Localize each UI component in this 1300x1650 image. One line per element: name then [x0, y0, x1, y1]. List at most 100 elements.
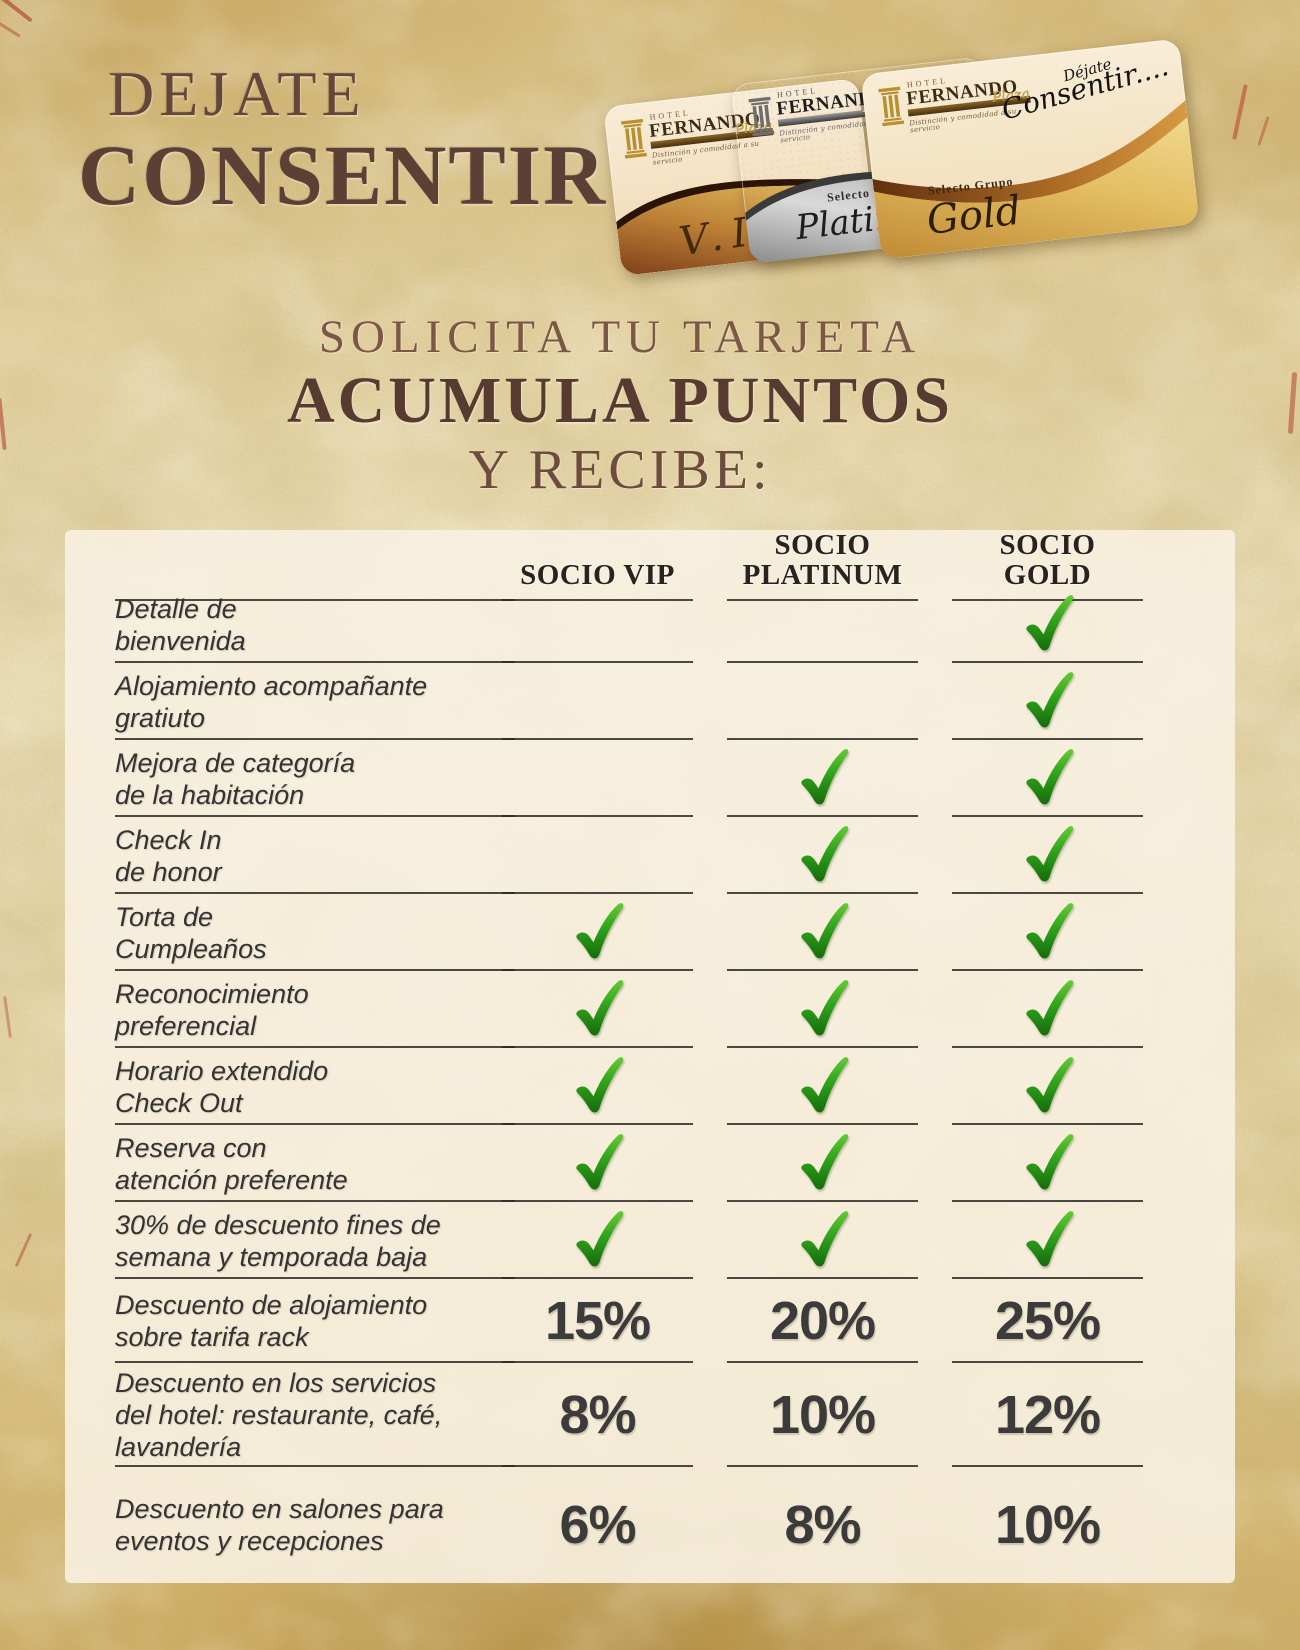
tier-cell-platinum — [710, 663, 935, 740]
benefit-label: Alojamiento acompañante gratiuto — [115, 663, 515, 740]
benefit-label-line: atención preferente — [115, 1164, 348, 1195]
benefit-label-line: Check In — [115, 824, 222, 855]
benefit-label: Descuento de alojamiento sobre tarifa rac… — [115, 1279, 515, 1363]
row-left-pad — [65, 1467, 115, 1583]
percentage-value: 20% — [769, 1291, 876, 1351]
check-icon — [1025, 749, 1073, 805]
check-icon — [1025, 826, 1073, 882]
red-scratch — [1232, 84, 1248, 140]
check-icon — [575, 1057, 623, 1113]
check-icon — [1025, 672, 1073, 728]
benefit-label-line: Descuento en salones para — [115, 1494, 444, 1524]
row-left-pad — [65, 1048, 115, 1125]
check-icon — [800, 1211, 848, 1267]
percentage-value: 8% — [559, 1385, 636, 1445]
check-icon — [575, 903, 623, 959]
tier-cell-platinum — [710, 817, 935, 894]
percentage-value: 10% — [994, 1495, 1101, 1555]
benefit-label-line: Horario extendido — [115, 1055, 329, 1086]
benefits-table-body: Detalle de bienvenida Alojamiento acompañ… — [65, 586, 1235, 1583]
benefit-label-line: gratiuto — [115, 702, 206, 733]
row-left-pad — [65, 1202, 115, 1279]
tier-cell-gold — [935, 1125, 1160, 1202]
red-scratch — [1257, 116, 1270, 146]
table-row: Torta de Cumpleaños — [65, 894, 1235, 971]
benefit-label-line: Reserva con — [115, 1132, 267, 1163]
tier-cell-platinum: 20% — [710, 1279, 935, 1363]
tier-cell-vip: 8% — [485, 1363, 710, 1467]
table-row: Mejora de categoría de la habitación — [65, 740, 1235, 817]
title-line-1: DEJATE — [108, 58, 366, 129]
hotel-column-icon — [620, 118, 648, 159]
check-icon — [575, 980, 623, 1036]
benefits-panel: SOCIO VIP SOCIO PLATINUM SOCIO GOLD Deta… — [65, 530, 1235, 1583]
red-scratch — [3, 995, 12, 1039]
check-icon — [800, 1134, 848, 1190]
tier-cell-vip: 6% — [485, 1467, 710, 1583]
tier-cell-gold: 12% — [935, 1363, 1160, 1467]
percentage-value: 12% — [994, 1385, 1101, 1445]
benefit-label: Reconocimiento preferencial — [115, 971, 515, 1048]
benefit-label-line: Descuento en los servicios — [115, 1368, 437, 1398]
table-row: Reserva con atención preferente — [65, 1125, 1235, 1202]
check-icon — [1025, 1211, 1073, 1267]
main-title: DEJATE CONSENTIR — [78, 58, 608, 223]
tier-cell-platinum — [710, 586, 935, 663]
check-icon — [575, 1211, 623, 1267]
benefit-label-line: de honor — [115, 856, 222, 887]
hotel-column-icon — [878, 86, 905, 127]
subtitle-block: SOLICITA TU TARJETA ACUMULA PUNTOS Y REC… — [0, 314, 1270, 501]
tier-cell-vip — [485, 740, 710, 817]
check-icon — [1025, 903, 1073, 959]
percentage-value: 15% — [544, 1291, 651, 1351]
row-left-pad — [65, 1279, 115, 1363]
benefit-label-line: semana y temporada baja — [115, 1241, 428, 1272]
tier-cell-vip: 15% — [485, 1279, 710, 1363]
tier-cell-vip — [485, 1048, 710, 1125]
check-icon — [575, 1134, 623, 1190]
benefit-label-line: Torta de — [115, 901, 214, 932]
percentage-value: 6% — [559, 1495, 636, 1555]
gold-card: HOTEL FERNANDO Plaza Distinción y comodi… — [860, 38, 1200, 260]
red-scratch — [14, 1232, 33, 1268]
tier-cell-platinum: 10% — [710, 1363, 935, 1467]
benefit-label-line: Mejora de categoría — [115, 747, 356, 778]
benefit-label: 30% de descuento fines de semana y tempor… — [115, 1202, 515, 1279]
benefit-label-line: Cumpleaños — [115, 933, 267, 964]
table-row: Descuento en los servicios del hotel: res… — [65, 1363, 1235, 1467]
check-icon — [1025, 980, 1073, 1036]
tier-cell-vip — [485, 663, 710, 740]
table-row: Check In de honor — [65, 817, 1235, 894]
subtitle-line-3: Y RECIBE: — [468, 439, 772, 501]
check-icon — [1025, 595, 1073, 651]
red-scratch — [0, 0, 33, 23]
percentage-value: 8% — [784, 1495, 861, 1555]
table-row: Alojamiento acompañante gratiuto — [65, 663, 1235, 740]
benefit-label-line: eventos y recepciones — [115, 1526, 384, 1556]
table-row: Horario extendido Check Out — [65, 1048, 1235, 1125]
row-left-pad — [65, 894, 115, 971]
title-line-2: CONSENTIR — [78, 127, 608, 223]
benefit-label-line: 30% de descuento fines de — [115, 1209, 441, 1240]
benefit-label: Descuento en salones para eventos y recep… — [115, 1467, 485, 1583]
percentage-value: 10% — [769, 1385, 876, 1445]
benefit-label: Torta de Cumpleaños — [115, 894, 515, 971]
table-row: 30% de descuento fines de semana y tempor… — [65, 1202, 1235, 1279]
subtitle-line-2: ACUMULA PUNTOS — [286, 364, 953, 437]
check-icon — [800, 1057, 848, 1113]
benefit-label: Reserva con atención preferente — [115, 1125, 515, 1202]
tier-cell-platinum — [710, 1125, 935, 1202]
benefit-label: Horario extendido Check Out — [115, 1048, 515, 1125]
benefit-label-line: Detalle de — [115, 593, 237, 624]
tier-cell-gold: 10% — [935, 1467, 1160, 1583]
tier-cell-platinum — [710, 1048, 935, 1125]
table-row: Reconocimiento preferencial — [65, 971, 1235, 1048]
row-left-pad — [65, 817, 115, 894]
tier-cell-gold — [935, 894, 1160, 971]
check-icon — [1025, 1134, 1073, 1190]
row-left-pad — [65, 971, 115, 1048]
tier-cell-gold — [935, 971, 1160, 1048]
tier-cell-gold — [935, 663, 1160, 740]
benefit-label-line: sobre tarifa rack — [115, 1322, 309, 1352]
check-icon — [800, 980, 848, 1036]
